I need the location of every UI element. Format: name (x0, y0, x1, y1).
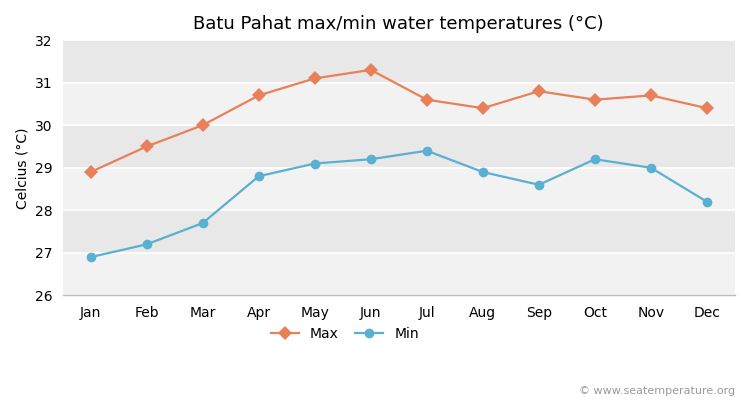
Max (198, 123, 207, 128)
Max (86, 170, 95, 174)
Min (198, 221, 207, 226)
Text: © www.seatemperature.org: © www.seatemperature.org (579, 386, 735, 396)
Max (142, 144, 152, 149)
Bar (62, 210, 735, 253)
Max (366, 68, 375, 72)
Max (646, 93, 656, 98)
Bar (62, 83, 735, 125)
Y-axis label: Celcius (°C): Celcius (°C) (15, 127, 29, 208)
Max (535, 89, 544, 94)
Min (590, 157, 599, 162)
Max (590, 97, 599, 102)
Min (254, 174, 263, 179)
Min (142, 242, 152, 247)
Min (646, 165, 656, 170)
Bar (62, 253, 735, 295)
Line: Max: Max (86, 65, 712, 177)
Max (703, 106, 712, 110)
Legend: Max, Min: Max, Min (266, 321, 424, 346)
Title: Batu Pahat max/min water temperatures (°C): Batu Pahat max/min water temperatures (°… (194, 15, 604, 33)
Min (478, 170, 488, 174)
Min (703, 199, 712, 204)
Bar (62, 168, 735, 210)
Bar (62, 125, 735, 168)
Min (310, 161, 320, 166)
Min (535, 182, 544, 187)
Min (366, 157, 375, 162)
Max (478, 106, 488, 110)
Bar (62, 40, 735, 83)
Max (254, 93, 263, 98)
Max (310, 76, 320, 81)
Min (422, 148, 431, 153)
Line: Min: Min (86, 146, 712, 262)
Min (86, 255, 95, 260)
Max (422, 97, 431, 102)
